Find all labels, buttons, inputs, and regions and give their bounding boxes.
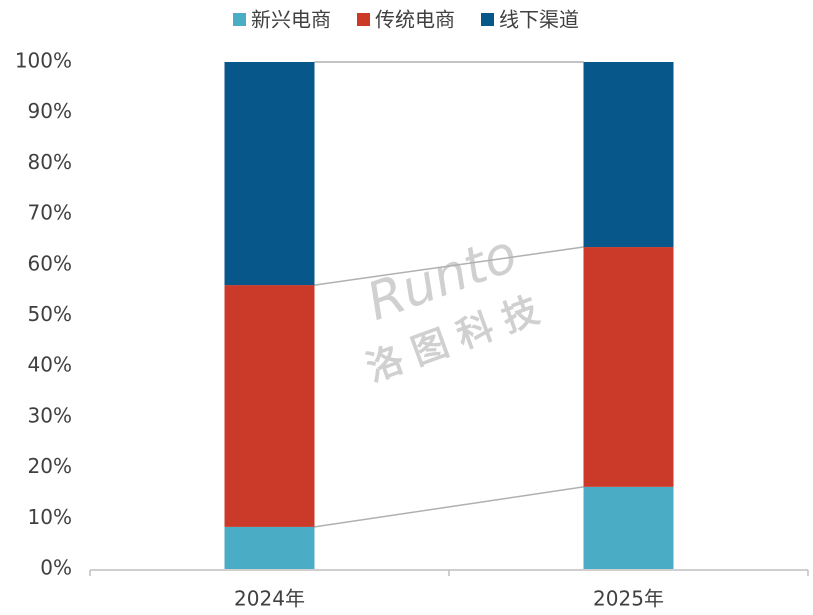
- legend-label: 线下渠道: [499, 8, 579, 32]
- bar-segment: [224, 526, 315, 569]
- watermark: Runto 洛图科技: [359, 224, 555, 390]
- y-tick-label: 30%: [28, 403, 72, 427]
- y-tick-label: 40%: [28, 353, 72, 377]
- y-tick-label: 100%: [15, 49, 72, 73]
- bar-segment: [583, 62, 674, 248]
- bar-segment: [224, 285, 315, 527]
- legend-label: 传统电商: [375, 8, 455, 32]
- y-tick-label: 60%: [28, 251, 72, 275]
- legend-swatch: [357, 13, 370, 26]
- bar-segment: [583, 247, 674, 487]
- legend-swatch: [481, 13, 494, 26]
- connector-line: [314, 246, 584, 286]
- y-tick-label: 0%: [40, 556, 72, 580]
- x-tick-label: 2025年: [593, 587, 664, 611]
- y-tick-label: 20%: [28, 454, 72, 478]
- y-tick-label: 50%: [28, 302, 72, 326]
- y-tick-label: 70%: [28, 201, 72, 225]
- y-tick-label: 10%: [28, 505, 72, 529]
- x-tick-label: 2024年: [234, 587, 305, 611]
- legend-label: 新兴电商: [251, 8, 331, 32]
- y-tick-label: 90%: [28, 99, 72, 123]
- bar-segment: [224, 62, 315, 286]
- connector-line: [314, 486, 584, 528]
- y-tick-label: 80%: [28, 150, 72, 174]
- legend-swatch: [233, 13, 246, 26]
- bar-segment: [583, 486, 674, 569]
